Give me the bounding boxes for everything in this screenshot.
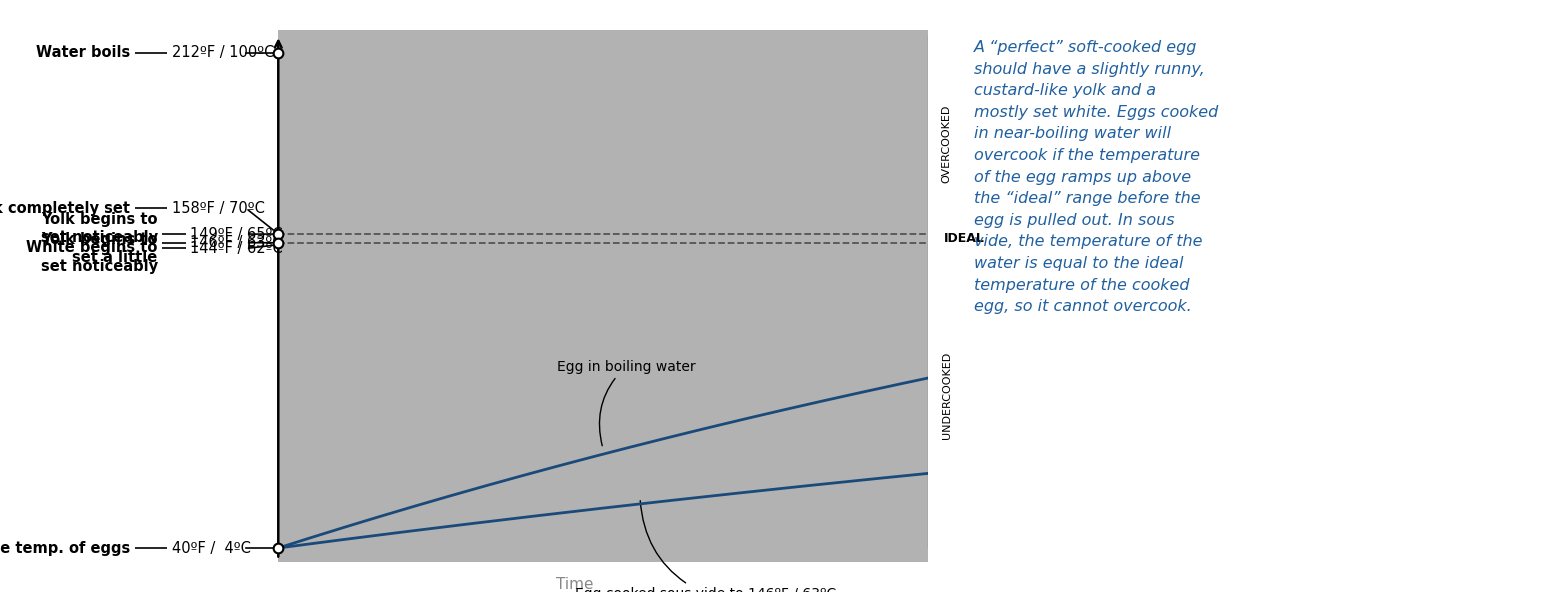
Text: Egg cooked sous vide to 146ºF / 63ºC: Egg cooked sous vide to 146ºF / 63ºC <box>575 501 836 592</box>
Text: 212ºF / 100ºC: 212ºF / 100ºC <box>172 45 274 60</box>
Text: Water boils: Water boils <box>36 45 130 60</box>
Text: Yolk begins to
set noticeably: Yolk begins to set noticeably <box>40 211 158 245</box>
Text: Yolk begins to
set a little: Yolk begins to set a little <box>42 231 158 265</box>
Text: White begins to
set noticeably: White begins to set noticeably <box>26 240 158 274</box>
Text: Yolk completely set: Yolk completely set <box>0 201 130 215</box>
Text: 146ºF / 63ºC: 146ºF / 63ºC <box>190 235 283 250</box>
Text: 149ºF / 65ºC: 149ºF / 65ºC <box>190 227 283 242</box>
Text: UNDERCOOKED: UNDERCOOKED <box>942 352 951 439</box>
Text: OVERCOOKED: OVERCOOKED <box>942 104 951 182</box>
Text: IDEAL: IDEAL <box>945 232 985 245</box>
Text: Egg in boiling water: Egg in boiling water <box>557 359 696 446</box>
Text: 40ºF /  4ºC: 40ºF / 4ºC <box>172 540 250 555</box>
Text: 158ºF / 70ºC: 158ºF / 70ºC <box>172 201 264 215</box>
Text: Storage temp. of eggs: Storage temp. of eggs <box>0 540 130 555</box>
Text: Time: Time <box>557 577 594 592</box>
Text: 144ºF / 62ºC: 144ºF / 62ºC <box>190 241 283 256</box>
Bar <box>278 30 928 562</box>
Text: A “perfect” soft-cooked egg
should have a slightly runny,
custard-like yolk and : A “perfect” soft-cooked egg should have … <box>974 40 1218 314</box>
